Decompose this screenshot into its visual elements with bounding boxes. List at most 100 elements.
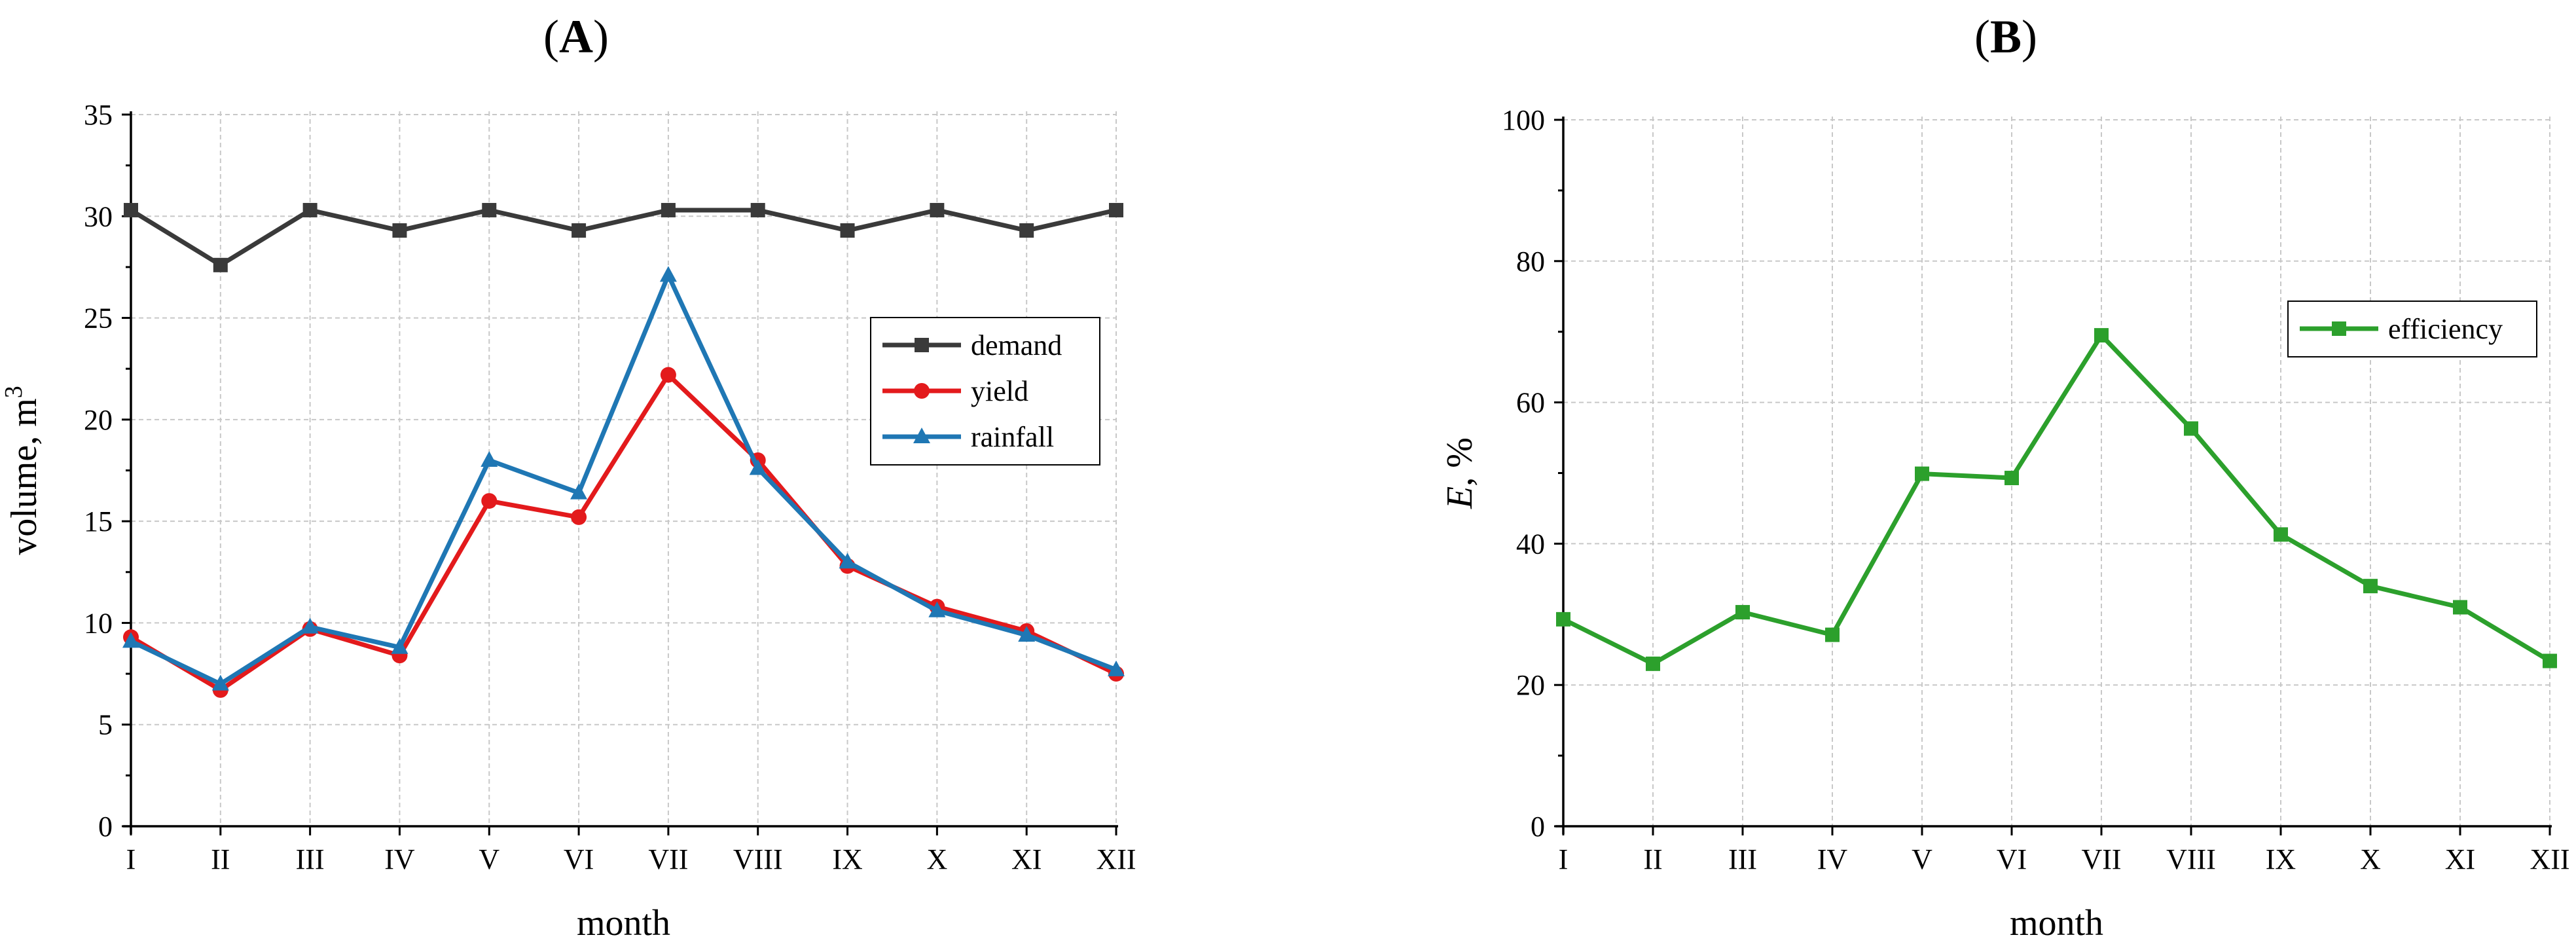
panel-title: (A) [543,10,609,63]
data-point-rainfall [928,601,946,617]
data-point-efficiency [2005,471,2019,486]
y-tick-label: 10 [84,607,113,639]
data-point-rainfall [1018,626,1036,642]
y-axis-label: E, % [1440,437,1480,509]
data-point-demand [1019,223,1034,238]
data-point-demand [392,223,407,238]
series-demand [124,202,1123,272]
data-point-efficiency [1556,612,1570,627]
series-efficiency [1556,328,2557,671]
data-point-rainfall [481,450,498,467]
data-point-efficiency [2453,600,2467,615]
data-point-efficiency [1735,605,1750,620]
x-tick-label: X [926,843,947,875]
x-tick-label: I [1559,843,1569,875]
data-point-rainfall [122,632,139,648]
data-point-rainfall [659,266,677,282]
x-axis-label: month [577,903,670,943]
x-tick-label: VIII [733,843,783,875]
x-tick-label: VII [648,843,688,875]
panel-title: (B) [1974,10,2037,63]
y-tick-label: 30 [84,200,113,232]
data-point-efficiency [2274,527,2288,542]
series-line-rainfall [130,272,1117,687]
data-point-rainfall [211,674,229,691]
data-point-demand [124,202,138,217]
legend: efficiency [2287,301,2537,357]
data-point-efficiency [2184,421,2198,436]
y-tick-label: 0 [1531,811,1545,843]
x-tick-label: I [126,843,136,875]
data-point-efficiency [2543,653,2557,668]
series-rainfall [122,266,1125,691]
legend-label-demand: demand [971,329,1062,361]
x-tick-label: IV [384,843,415,875]
data-point-demand [213,257,228,272]
y-tick-label: 5 [98,709,113,741]
x-tick-label: III [296,843,325,875]
y-tick-label: 15 [84,505,113,538]
legend-label-yield: yield [971,375,1028,407]
data-point-demand [930,202,945,217]
x-tick-label: XII [2530,843,2569,875]
data-point-demand [482,202,497,217]
data-point-efficiency [1825,627,1840,642]
data-point-efficiency [1646,656,1660,671]
series-line-demand [130,208,1117,268]
x-axis-label: month [2010,903,2103,943]
data-point-rainfall [1108,660,1125,676]
x-tick-label: V [479,843,499,875]
data-point-efficiency [1915,466,1929,481]
data-point-yield [481,493,498,509]
data-point-efficiency [2094,328,2109,343]
y-tick-label: 25 [84,302,113,335]
data-point-demand [571,223,587,238]
y-tick-label: 20 [84,404,113,436]
legend-marker-demand [915,338,929,352]
x-tick-label: IX [832,843,862,875]
x-tick-label: V [1912,843,1932,875]
y-axis-label: volume, m3 [0,386,45,555]
y-tick-label: 40 [1516,528,1545,560]
data-point-rainfall [391,638,408,654]
x-tick-label: VIII [2166,843,2216,875]
data-point-demand [750,202,765,217]
x-tick-label: VI [564,843,594,875]
legend-marker-efficiency [2332,321,2346,336]
data-point-rainfall [749,459,767,475]
y-tick-label: 80 [1516,246,1545,278]
data-point-rainfall [570,483,588,500]
data-point-rainfall [839,553,856,569]
y-tick-label: 20 [1516,669,1545,701]
x-tick-label: X [2360,843,2381,875]
x-tick-label: XI [2445,843,2475,875]
x-tick-label: IX [2266,843,2296,875]
data-point-demand [840,223,855,238]
x-tick-label: IV [1817,843,1848,875]
x-tick-label: XI [1011,843,1042,875]
x-tick-label: II [1643,843,1662,875]
data-point-demand [1109,202,1123,217]
legend-marker-yield [914,383,930,399]
legend: demand yield rainfall [870,317,1100,466]
data-point-yield [660,367,676,383]
x-tick-label: III [1728,843,1757,875]
data-point-yield [571,509,587,525]
y-tick-label: 60 [1516,387,1545,419]
data-point-rainfall [301,617,319,634]
y-tick-label: 35 [84,99,113,131]
y-tick-label: 100 [1502,104,1545,136]
x-tick-label: II [211,843,230,875]
x-tick-label: XII [1096,843,1136,875]
data-point-efficiency [2363,579,2378,594]
y-tick-label: 0 [98,811,113,843]
x-tick-label: VI [1997,843,2027,875]
legend-label-efficiency: efficiency [2388,313,2503,345]
legend-marker-rainfall [913,428,930,443]
series-line-efficiency [1562,333,2551,667]
legend-label-rainfall: rainfall [971,421,1054,453]
data-point-demand [302,202,317,217]
